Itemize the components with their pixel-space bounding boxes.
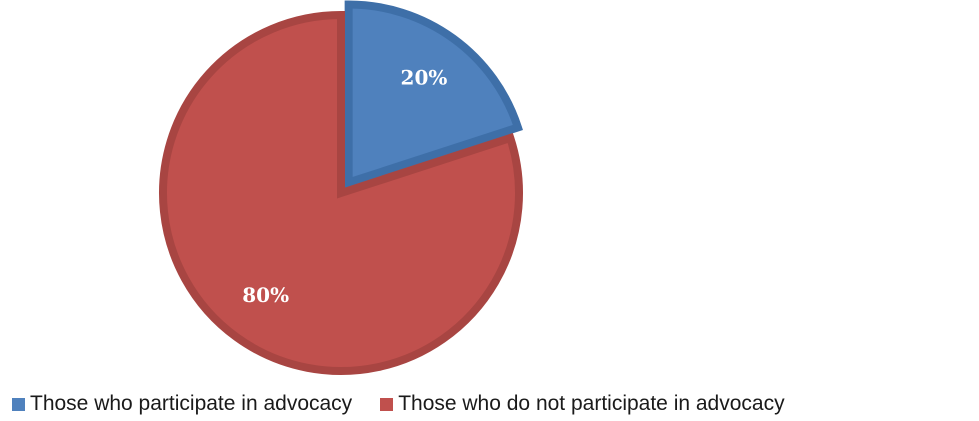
legend-label-participate: Those who participate in advocacy	[30, 392, 353, 415]
legend-label-not-participate: Those who do not participate in advocacy	[398, 392, 785, 415]
pie-slice-not-participate	[159, 10, 523, 375]
chart-legend: Those who participate in advocacy Those …	[12, 392, 785, 416]
data-label-participate: 20%	[401, 65, 448, 89]
data-label-not-participate: 80%	[242, 283, 289, 307]
pie-slice-participate	[344, 0, 523, 188]
legend-item-participate: Those who participate in advocacy	[12, 392, 352, 416]
legend-swatch-participate	[12, 397, 25, 411]
legend-swatch-not-participate	[380, 397, 394, 411]
pie-chart-plot: 20% 80%	[159, 0, 523, 375]
legend-item-not-participate: Those who do not participate in advocacy	[380, 392, 785, 416]
